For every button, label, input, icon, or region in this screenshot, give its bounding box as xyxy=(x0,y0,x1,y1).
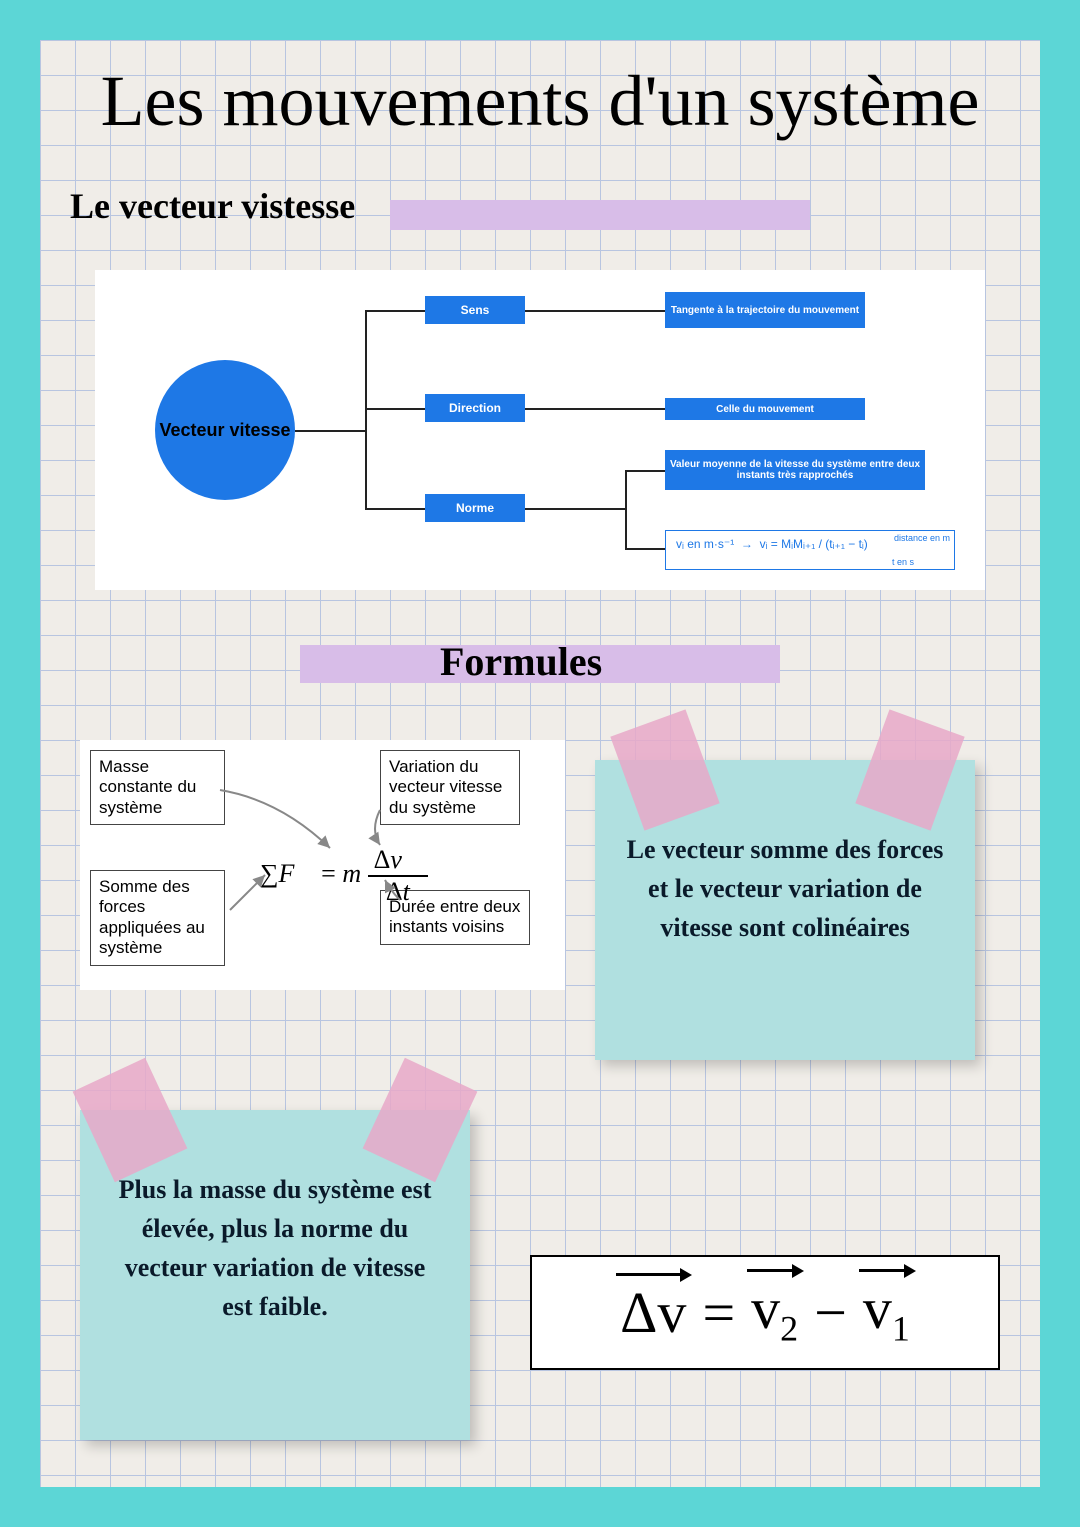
dv-r2: v1 xyxy=(859,1275,914,1350)
section-1-bar xyxy=(390,200,810,230)
node-direction-desc: Celle du mouvement xyxy=(665,398,865,420)
line xyxy=(365,408,425,410)
page-title: Les mouvements d'un système xyxy=(40,60,1040,143)
root-circle: Vecteur vitesse xyxy=(155,360,295,500)
paper-grid: Les mouvements d'un système Le vecteur v… xyxy=(40,40,1040,1487)
equation-main: ∑F⃗ = m Δv⃗ Δt xyxy=(260,845,428,907)
line xyxy=(625,470,665,472)
line xyxy=(365,310,425,312)
formula-anno-bottom: t en s xyxy=(892,557,914,567)
node-sens-desc: Tangente à la trajectoire du mouvement xyxy=(665,292,865,328)
formula-anno-top: distance en m xyxy=(894,533,950,543)
line xyxy=(525,310,665,312)
label-sum: Somme des forces appliquées au système xyxy=(90,870,225,966)
formula-unit: vᵢ en m·s⁻¹ xyxy=(676,537,734,551)
label-variation: Variation du vecteur vitesse du système xyxy=(380,750,520,825)
node-norme-desc: Valeur moyenne de la vitesse du système … xyxy=(665,450,925,490)
section-2-title: Formules xyxy=(440,638,602,685)
line xyxy=(365,508,425,510)
line xyxy=(295,430,365,432)
formula-diagram: Masse constante du système Variation du … xyxy=(80,740,565,990)
dv-eq: = xyxy=(702,1279,735,1346)
root-circle-label: Vecteur vitesse xyxy=(159,420,290,441)
line xyxy=(625,470,627,550)
delta-v-equation: Δv = v2 − v1 xyxy=(530,1255,1000,1370)
line xyxy=(525,408,665,410)
line xyxy=(365,310,367,510)
line xyxy=(525,508,625,510)
norme-formula: vᵢ en m·s⁻¹ → vᵢ = MᵢMᵢ₊₁ / (tᵢ₊₁ − tᵢ) … xyxy=(665,530,955,570)
dv-r1: v2 xyxy=(747,1275,802,1350)
section-1-title: Le vecteur vistesse xyxy=(70,185,355,227)
node-sens: Sens xyxy=(425,296,525,324)
node-norme: Norme xyxy=(425,494,525,522)
sticky-1-text: Le vecteur somme des forces et le vecteu… xyxy=(615,830,955,947)
vector-diagram: Vecteur vitesse Sens Direction Norme Tan… xyxy=(95,270,985,590)
sticky-2-text: Plus la masse du système est élevée, plu… xyxy=(110,1170,440,1326)
node-direction: Direction xyxy=(425,394,525,422)
dv-lhs: Δv xyxy=(616,1279,690,1346)
formula-expr: vᵢ = MᵢMᵢ₊₁ / (tᵢ₊₁ − tᵢ) xyxy=(760,537,868,551)
label-mass: Masse constante du système xyxy=(90,750,225,825)
line xyxy=(625,548,665,550)
dv-minus: − xyxy=(814,1279,847,1346)
